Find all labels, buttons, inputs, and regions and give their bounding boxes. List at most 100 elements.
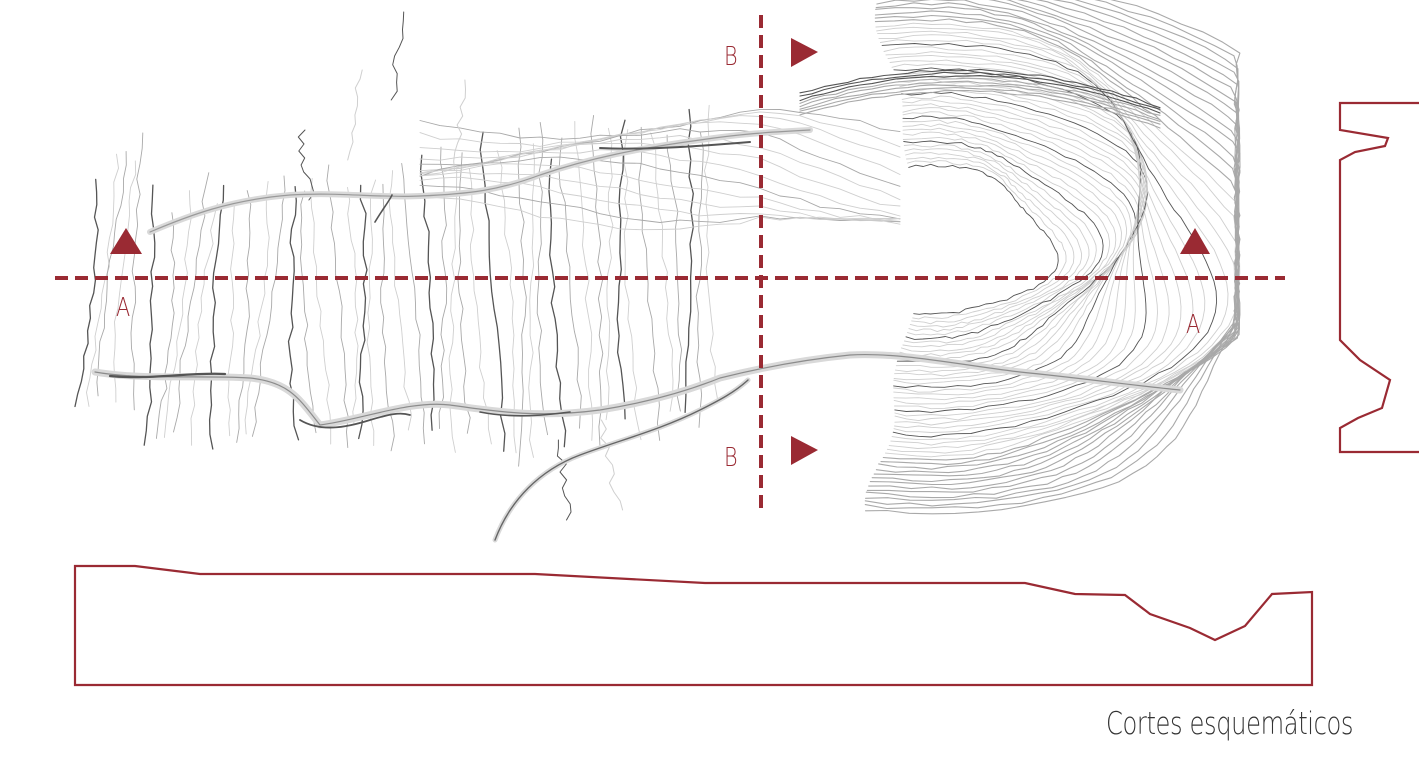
contour-line (864, 0, 1241, 507)
contour-line (902, 136, 1111, 344)
section-a-left-triangle-icon (110, 228, 142, 254)
contour-line (528, 143, 535, 458)
contour-line (479, 131, 506, 452)
contour-line (419, 109, 901, 140)
section-b-bottom-triangle-icon (791, 436, 818, 465)
contour-line (347, 186, 359, 426)
contour-line (448, 169, 458, 453)
contour-line (887, 54, 1182, 426)
contour-line (908, 163, 1059, 315)
contour-line (419, 115, 901, 158)
contour-line (574, 120, 594, 441)
section-a-right-triangle-icon (1180, 228, 1210, 254)
contour-line (388, 170, 412, 431)
lower-tributary-center (494, 379, 749, 541)
contour-lines (74, 0, 1241, 521)
contour-line (894, 103, 1145, 377)
contour-line (113, 160, 137, 403)
contour-line (799, 75, 1161, 114)
contour-line (310, 178, 332, 445)
contour-line (143, 184, 156, 446)
contour-line (704, 104, 719, 400)
contour-line (616, 119, 626, 420)
contour-line (453, 79, 466, 171)
contour-line (799, 71, 1161, 110)
section-a-right-label: A (1186, 309, 1200, 340)
contour-line (380, 183, 395, 452)
contour-line (556, 439, 572, 521)
contour-line (96, 151, 127, 397)
contour-line (799, 86, 1161, 125)
contour-line (419, 121, 901, 175)
contour-line (883, 46, 1206, 433)
contour-line (799, 84, 1161, 122)
contour-line (903, 144, 1097, 336)
contour-line (227, 204, 235, 437)
contour-line (904, 148, 1090, 333)
contour-line (419, 149, 901, 217)
section-b-profile (1338, 101, 1419, 454)
contour-line (419, 195, 901, 231)
section-markers (110, 38, 1210, 465)
contour-line (468, 168, 492, 445)
contour-line (358, 184, 368, 440)
contour-line (906, 156, 1075, 325)
section-a-left-label: A (116, 292, 130, 323)
river-channels (91, 127, 1184, 543)
contour-line (903, 140, 1104, 340)
contour-line (74, 178, 99, 408)
contour-line (236, 190, 252, 443)
contour-line (419, 128, 901, 187)
contour-line (879, 39, 1229, 441)
contour-line (864, 0, 1241, 510)
contour-line (899, 123, 1128, 357)
contour-line (558, 137, 582, 429)
contour-line (86, 153, 119, 407)
contour-line (496, 150, 517, 454)
contour-line (590, 115, 604, 446)
contour-line (130, 132, 144, 411)
contour-line (244, 181, 270, 435)
upper-tributary (374, 194, 393, 223)
contour-line (326, 164, 349, 449)
contour-line (894, 71, 1143, 410)
section-b-bottom-label: B (724, 442, 738, 473)
upper-river-dark (599, 141, 751, 150)
contour-line (419, 156, 901, 220)
contour-line (457, 152, 471, 434)
caption: Cortes esquemáticos (1106, 706, 1354, 742)
contour-line (390, 11, 405, 101)
lower-river-dark-3 (479, 411, 571, 417)
contour-line (297, 129, 315, 201)
contour-line (419, 154, 435, 431)
contour-line (300, 190, 317, 434)
contour-line (889, 59, 1170, 422)
contour-line (799, 77, 1161, 116)
contour-line (885, 51, 1194, 429)
contour-line (799, 89, 1161, 129)
contour-line (208, 184, 225, 450)
contour-line (799, 68, 1161, 109)
contour-line (907, 160, 1067, 320)
contour-line (251, 175, 286, 437)
section-b-top-triangle-icon (791, 38, 818, 67)
contour-line (902, 131, 1117, 348)
lower-river-dark-2 (299, 412, 411, 429)
contour-line (438, 146, 448, 429)
contour-line (155, 212, 176, 439)
lower-river-center (94, 353, 1181, 426)
section-b-top-label: B (724, 41, 738, 72)
contour-line (878, 34, 1240, 446)
contour-line (419, 171, 901, 222)
contour-line (905, 152, 1083, 328)
contour-line (605, 127, 614, 421)
contour-line (865, 0, 1241, 501)
contour-line (600, 419, 624, 511)
section-lines (55, 15, 1285, 512)
contour-line (893, 83, 1148, 396)
contour-line (638, 126, 661, 441)
contour-line (347, 69, 363, 161)
section-a-profile (73, 564, 1314, 687)
contour-line (548, 158, 567, 448)
